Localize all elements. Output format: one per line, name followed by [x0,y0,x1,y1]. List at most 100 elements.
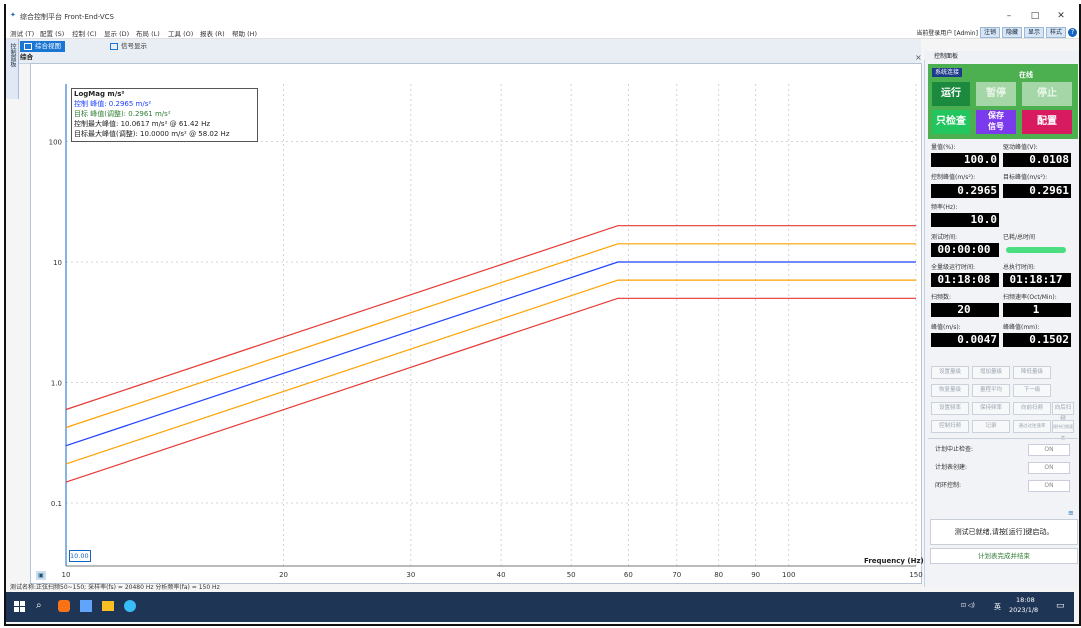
elapsed-progress-bar [1006,247,1066,253]
pass-rate-button[interactable]: 通过过往速率 [1013,420,1051,433]
x-tick-label: 70 [672,571,681,579]
series-line-0 [65,225,916,411]
legend-entry-control-max: 控制最大峰值: 10.0617 m/s² @ 61.42 Hz [74,120,211,128]
decrease-level-button[interactable]: 降低量级 [1013,366,1051,379]
x-tick-label: 100 [782,571,795,579]
logout-button[interactable]: 注销 [979,26,1000,38]
hold-frequency-button[interactable]: 保持频率 [972,402,1010,415]
x-min-input[interactable]: 10.00 [69,550,91,562]
taskbar-time: 18:08 [1016,596,1035,604]
app-window: ✦ 综合控制平台 Front-End-VCS – □ ✕ 测试 (T) 配置 (… [4,4,1081,626]
overview-tab-icon [24,43,32,50]
config-button[interactable]: 配置 [1022,110,1072,134]
login-area: 当前登录用户 [Admin] 注销 隐藏 显示 样式 ? [916,26,1077,38]
menu-layout[interactable]: 布局 (L) [136,30,160,38]
side-control-panel-tab[interactable]: 控制面板 [6,39,19,99]
divider [928,438,1078,439]
plan-abort-check-toggle[interactable]: ON [1028,444,1070,456]
system-connect-button[interactable]: 系统连接 [932,68,962,77]
ime-indicator[interactable]: 英 [994,603,1001,611]
series-line-1 [65,243,916,429]
level-value: 100.0 [931,153,999,167]
menu-test[interactable]: 测试 (T) [10,30,35,38]
increase-level-button[interactable]: 增加量级 [972,366,1010,379]
menu-bar: 测试 (T) 配置 (S) 控制 (C) 显示 (D) 布局 (L) 工具 (O… [6,26,1079,39]
check-only-button[interactable]: 只检查 [932,110,970,134]
plan-create-toggle[interactable]: ON [1028,462,1070,474]
file-explorer-icon[interactable] [102,601,114,611]
x-tick-label: 50 [567,571,576,579]
sweep-count-label: 扫频数: [931,294,952,301]
test-time-value: 00:00:00 [931,243,999,257]
close-button[interactable]: ✕ [1057,11,1065,21]
range-average-button[interactable]: 量程平均 [972,384,1010,397]
maximize-button[interactable]: □ [1030,11,1040,21]
x-tick-label: 10 [62,571,71,579]
x-tick-label: 60 [624,571,633,579]
tab-signal[interactable]: 信号显示 [106,41,151,52]
series-line-3 [65,279,916,465]
chart-legend: LogMag m/s² 控制 峰值: 0.2965 m/s² 目标 峰值(调整)… [71,88,258,142]
right-panel-title: 控制面板 [934,53,959,60]
edge-browser-icon[interactable] [124,600,136,612]
hide-button[interactable]: 隐藏 [1001,26,1022,38]
menu-tools[interactable]: 工具 (O) [168,30,194,38]
vcs-taskbar-icon[interactable] [80,600,92,612]
notification-icon[interactable]: ▭ [1056,601,1065,611]
control-peak-label: 控制峰值(m/s²): [931,174,976,181]
online-status: 在线 [1019,71,1033,79]
login-user-text: 当前登录用户 [Admin] [916,29,978,37]
sub-tab-overview[interactable]: 综合 [20,53,33,61]
legend-entry-target-max: 目标最大峰值(调整): 10.0000 m/s² @ 58.02 Hz [74,130,230,138]
menu-help[interactable]: 帮助 (H) [232,30,258,38]
menu-config[interactable]: 配置 (S) [40,30,65,38]
peak-to-peak-value: 0.1502 [1003,333,1071,347]
log-mag-chart: 10 20 30 40 50 60 70 80 90 100 150 100 10 1.0 0.1 [49,84,923,579]
chart-panel [30,63,922,584]
pause-button[interactable]: 暂停 [976,82,1016,106]
closed-loop-toggle[interactable]: ON [1028,480,1070,492]
sweep-forward-button[interactable]: 向前扫频 [1013,402,1051,415]
sweep-count-value: 20 [931,303,999,317]
drive-peak-value: 0.0108 [1003,153,1071,167]
save-signal-button[interactable]: 保存 信号 [976,110,1016,134]
menu-report[interactable]: 报表 (R) [200,30,225,38]
show-button[interactable]: 显示 [1023,26,1044,38]
minimize-button[interactable]: – [1006,11,1012,21]
close-tab-icon[interactable]: × [915,53,922,62]
help-icon[interactable]: ? [1068,27,1077,37]
status-line: 测试名称:正弦扫频50~150; 采样率(fs) = 20480 Hz 分析频率… [10,584,220,591]
control-sweep-button[interactable]: 控制扫频 [931,420,969,433]
x-tick-label: 40 [497,571,506,579]
title-bar: ✦ 综合控制平台 Front-End-VCS – □ ✕ [6,4,1079,26]
stop-button[interactable]: 停止 [1022,82,1072,106]
restore-level-button[interactable]: 恢复量级 [931,384,969,397]
x-axis-label: Frequency (Hz) [864,557,924,565]
test-time-label: 测试时间: [931,234,958,241]
full-level-time-value: 01:18:08 [931,273,999,287]
run-button[interactable]: 运行 [932,82,970,106]
style-button[interactable]: 样式 [1045,26,1066,38]
elapsed-total-label: 已耗/总时间 [1003,234,1036,241]
x-tick-label: 20 [279,571,288,579]
record-button[interactable]: 记录 [972,420,1010,433]
plan-create-label: 计划表创建: [935,464,968,471]
chart-corner-icon[interactable]: ▣ [36,571,46,580]
set-level-button[interactable]: 设置量级 [931,366,969,379]
system-tray-icons[interactable]: ⊡ ◁) [961,602,975,609]
x-tick-label: 30 [406,571,415,579]
search-icon[interactable]: ⌕ [36,600,42,611]
hold-sweep-speed-button[interactable]: 保持扫频速度 [1052,420,1074,440]
sweep-backward-button[interactable]: 向后扫频 [1052,402,1074,422]
menu-control[interactable]: 控制 (C) [72,30,97,38]
x-tick-label: 80 [714,571,723,579]
menu-display[interactable]: 显示 (D) [104,30,130,38]
target-peak-label: 目标峰值(m/s²): [1003,174,1048,181]
signal-tab-icon [110,43,118,50]
app-taskbar-icon[interactable] [58,600,70,612]
set-frequency-button[interactable]: 设置频率 [931,402,969,415]
panel-menu-icon[interactable]: ≡ [1068,509,1074,517]
next-level-button[interactable]: 下一级 [1013,384,1051,397]
windows-start-icon[interactable] [14,601,25,612]
tab-overview[interactable]: 综合视图 [20,41,65,52]
